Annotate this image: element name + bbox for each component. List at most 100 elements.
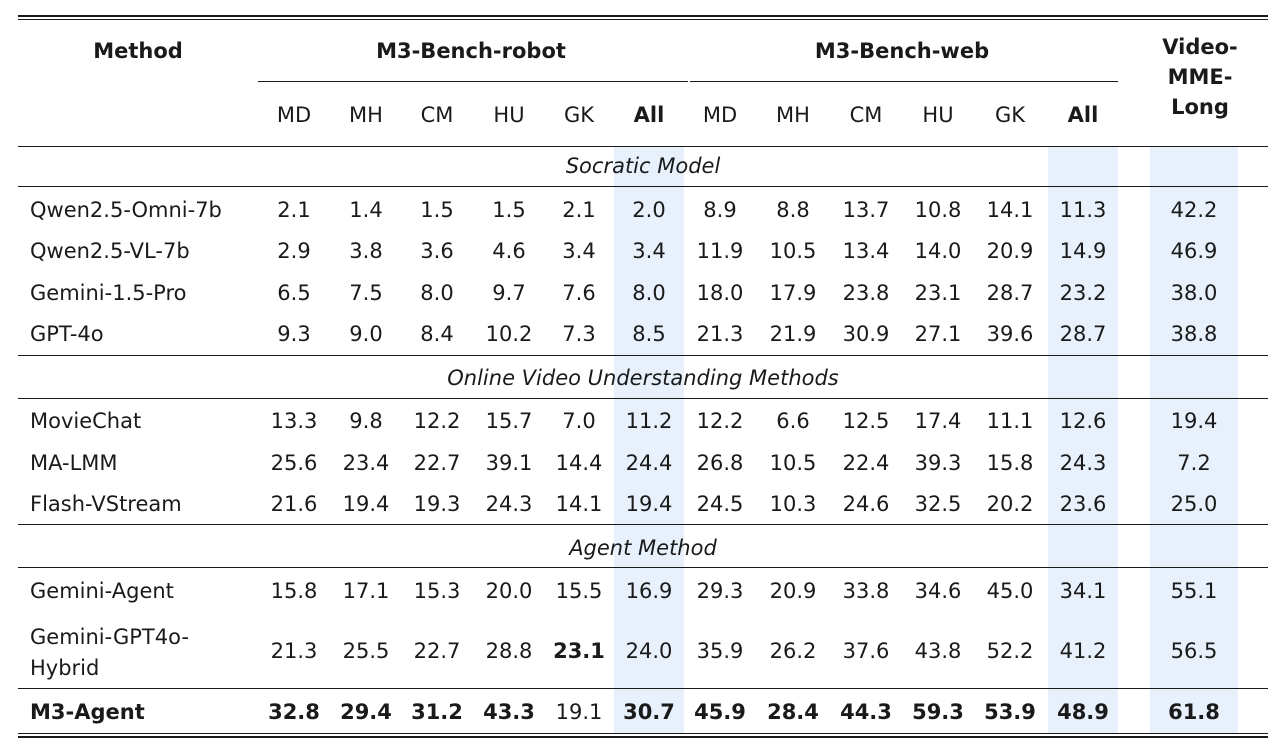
bottom-rule-2: [18, 736, 1268, 738]
table-cell: 25.5: [342, 639, 390, 663]
table-cell: 3.4: [632, 239, 666, 263]
table-cell: 25.6: [270, 451, 318, 475]
subcolumn-header: All: [1067, 103, 1099, 127]
table-cell: 10.5: [769, 239, 817, 263]
table-cell: 10.8: [914, 198, 962, 222]
section-rule-3: [18, 398, 1268, 399]
table-cell: 61.8: [1168, 700, 1220, 724]
table-cell: 11.1: [986, 409, 1034, 433]
table-cell: 22.4: [842, 451, 890, 475]
row-method: MA-LMM: [30, 451, 118, 475]
table-cell: 21.6: [270, 492, 318, 516]
section-title: Socratic Model: [565, 154, 721, 178]
table-cell: 15.5: [555, 579, 603, 603]
table-cell: 10.5: [769, 451, 817, 475]
row-method: MovieChat: [30, 409, 142, 433]
row-method: GPT-4o: [30, 322, 104, 346]
table-cell: 44.3: [840, 700, 892, 724]
section-rule-5: [18, 567, 1268, 568]
table-cell: 56.5: [1170, 639, 1218, 663]
table-cell: 1.5: [420, 198, 454, 222]
table-cell: 26.8: [696, 451, 744, 475]
table-cell: 59.3: [912, 700, 964, 724]
table-cell: 23.8: [842, 281, 890, 305]
table-cell: 8.9: [703, 198, 737, 222]
table-cell: 38.0: [1170, 281, 1218, 305]
table-cell: 9.3: [277, 322, 311, 346]
subcolumn-header: MD: [276, 103, 312, 127]
table-cell: 23.1: [553, 639, 605, 663]
row-method: Gemini-Agent: [30, 579, 174, 603]
table-cell: 7.5: [349, 281, 383, 305]
subcolumn-header: GK: [994, 103, 1026, 127]
table-cell: 24.4: [625, 451, 673, 475]
table-cell: 22.7: [413, 639, 461, 663]
subcolumn-header: CM: [420, 103, 454, 127]
table-cell: 28.4: [767, 700, 819, 724]
table-cell: 32.8: [268, 700, 320, 724]
table-cell: 7.6: [562, 281, 596, 305]
header-video-line1: Video-: [1162, 35, 1238, 59]
table-cell: 11.3: [1059, 198, 1107, 222]
table-cell: 20.0: [485, 579, 533, 603]
table-cell: 21.9: [769, 322, 817, 346]
table-cell: 41.2: [1059, 639, 1107, 663]
table-cell: 28.7: [986, 281, 1034, 305]
row-method-line2: Hybrid: [30, 656, 100, 680]
section-rule-1: [18, 186, 1268, 187]
table-cell: 7.0: [562, 409, 596, 433]
header-group-web: M3-Bench-web: [814, 39, 990, 63]
table-cell: 24.3: [1059, 451, 1107, 475]
table-cell: 24.0: [625, 639, 673, 663]
row-method: Flash-VStream: [30, 492, 182, 516]
table-cell: 14.1: [986, 198, 1034, 222]
table-cell: 24.3: [485, 492, 533, 516]
table-cell: 21.3: [270, 639, 318, 663]
table-cell: 12.6: [1059, 409, 1107, 433]
table-cell: 39.1: [485, 451, 533, 475]
subcolumn-header: MH: [776, 103, 810, 127]
subcolumn-header: HU: [922, 103, 954, 127]
section-rule-4: [18, 524, 1268, 525]
table-cell: 3.8: [349, 239, 383, 263]
table-cell: 6.6: [776, 409, 810, 433]
table-cell: 30.9: [842, 322, 890, 346]
header-method: Method: [93, 39, 183, 63]
final-row-rule: [18, 688, 1268, 689]
table-cell: 14.0: [914, 239, 962, 263]
table-cell: 33.8: [842, 579, 890, 603]
table-cell: 46.9: [1170, 239, 1218, 263]
table-cell: 15.7: [485, 409, 533, 433]
table-cell: 48.9: [1057, 700, 1109, 724]
table-cell: 26.2: [769, 639, 817, 663]
table-cell: 23.6: [1059, 492, 1107, 516]
table-cell: 13.4: [842, 239, 890, 263]
table-cell: 24.6: [842, 492, 890, 516]
header-video-line3: Long: [1171, 95, 1229, 119]
row-method-final: M3-Agent: [30, 700, 145, 724]
table-cell: 31.2: [411, 700, 463, 724]
table-cell: 30.7: [623, 700, 675, 724]
row-method: Qwen2.5-Omni-7b: [30, 198, 222, 222]
table-cell: 2.0: [632, 198, 666, 222]
table-cell: 10.2: [485, 322, 533, 346]
table-cell: 1.5: [492, 198, 526, 222]
table-cell: 19.1: [555, 700, 603, 724]
table-cell: 16.9: [625, 579, 673, 603]
table-cell: 42.2: [1170, 198, 1218, 222]
table-cell: 10.3: [769, 492, 817, 516]
group-rule-web: [690, 81, 1118, 82]
table-cell: 38.8: [1170, 322, 1218, 346]
table-cell: 22.7: [413, 451, 461, 475]
subcolumn-header: HU: [493, 103, 525, 127]
table-cell: 27.1: [914, 322, 962, 346]
section-title: Online Video Understanding Methods: [447, 366, 839, 390]
table-cell: 2.1: [277, 198, 311, 222]
row-method: Gemini-1.5-Pro: [30, 281, 187, 305]
table-cell: 3.4: [562, 239, 596, 263]
table-cell: 12.2: [696, 409, 744, 433]
top-rule-2: [18, 19, 1268, 20]
table-cell: 43.3: [483, 700, 535, 724]
table-cell: 32.5: [914, 492, 962, 516]
table-cell: 3.6: [420, 239, 454, 263]
